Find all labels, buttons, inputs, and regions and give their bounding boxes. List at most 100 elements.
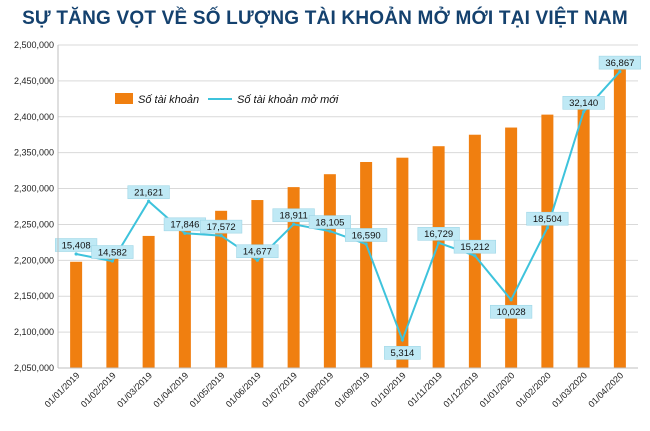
data-label: 14,582 <box>98 247 127 258</box>
x-tick-label: 01/10/2019 <box>369 370 408 409</box>
data-label: 17,572 <box>207 222 236 233</box>
data-label-box <box>417 227 460 241</box>
data-label-box <box>453 239 496 254</box>
y-tick-label: 2,250,000 <box>14 219 54 229</box>
data-label-box <box>345 228 388 242</box>
data-label: 32,140 <box>569 98 598 109</box>
y-tick-label: 2,050,000 <box>14 363 54 373</box>
bar <box>287 187 300 368</box>
bar <box>70 261 83 368</box>
data-label: 5,314 <box>390 348 414 359</box>
data-label-box <box>272 208 315 223</box>
data-label: 16,729 <box>424 229 453 240</box>
line-point <box>74 252 78 256</box>
data-label-box <box>236 244 279 259</box>
legend-bar-label: Số tài khoản <box>138 94 199 106</box>
x-tick-label: 01/04/2019 <box>151 370 190 409</box>
bar <box>323 174 336 368</box>
data-label: 15,212 <box>460 242 489 253</box>
x-tick-label: 01/03/2020 <box>550 370 589 409</box>
line-point <box>183 231 187 235</box>
line-point <box>255 258 259 262</box>
data-label: 17,846 <box>170 220 199 231</box>
legend-line-label: Số tài khoản mở mới <box>237 94 339 106</box>
x-tick-label: 01/01/2019 <box>43 370 82 409</box>
data-label: 18,504 <box>533 214 562 225</box>
data-label: 14,677 <box>243 247 272 258</box>
y-tick-label: 2,350,000 <box>14 148 54 158</box>
bar <box>360 161 373 368</box>
data-label-box <box>55 238 98 252</box>
y-tick-label: 2,500,000 <box>14 40 54 50</box>
data-label-box <box>562 96 605 110</box>
x-tick-label: 01/01/2020 <box>478 370 517 409</box>
x-tick-label: 01/02/2019 <box>79 370 118 409</box>
x-tick-label: 01/03/2019 <box>115 370 154 409</box>
bar <box>577 102 590 368</box>
line-point <box>582 110 586 114</box>
y-axis: 2,050,000 2,100,000 2,150,000 2,200,000 2,25… <box>14 40 638 373</box>
data-label-box <box>384 346 421 360</box>
x-tick-label: 01/05/2019 <box>188 370 227 409</box>
line-point <box>618 70 622 74</box>
data-label-box <box>308 215 351 229</box>
line-point <box>147 199 151 203</box>
data-label-box <box>91 245 134 259</box>
y-tick-label: 2,300,000 <box>14 184 54 194</box>
data-label: 15,408 <box>62 240 91 251</box>
legend-bar-swatch <box>115 93 133 104</box>
x-tick-label: 01/09/2019 <box>333 370 372 409</box>
data-label: 21,621 <box>134 188 163 199</box>
y-tick-label: 2,150,000 <box>14 291 54 301</box>
data-label-box <box>200 219 243 234</box>
y-tick-label: 2,450,000 <box>14 76 54 86</box>
x-tick-label: 01/11/2019 <box>406 370 444 408</box>
x-tick-label: 01/12/2019 <box>441 370 480 409</box>
data-label: 18,105 <box>315 218 344 229</box>
x-axis: 01/01/201901/02/201901/03/201901/04/2019… <box>43 370 626 409</box>
data-label: 36,867 <box>605 58 634 69</box>
line-point <box>545 226 549 230</box>
bar <box>142 235 155 368</box>
line-series <box>74 70 622 343</box>
bar-series <box>70 67 626 369</box>
x-tick-label: 01/08/2019 <box>296 370 335 409</box>
x-tick-label: 01/07/2019 <box>260 370 299 409</box>
bar <box>178 223 191 368</box>
line-point <box>400 338 404 342</box>
bar <box>106 251 119 368</box>
y-tick-label: 2,200,000 <box>14 255 54 265</box>
data-labels: 15,408 14,582 21,621 17,846 17,572 14,677 18,9… <box>55 55 641 360</box>
data-label: 18,911 <box>279 211 307 222</box>
x-tick-label: 01/04/2020 <box>586 370 625 409</box>
data-label-box <box>526 211 569 226</box>
data-label-box <box>490 304 533 319</box>
bar <box>432 146 445 368</box>
x-tick-label: 01/02/2020 <box>514 370 553 409</box>
data-label-box <box>127 185 170 200</box>
bar <box>251 200 264 368</box>
line-point <box>292 222 296 226</box>
legend: Số tài khoản Số tài khoản mở mới <box>115 93 339 106</box>
x-tick-label: 01/06/2019 <box>224 370 263 409</box>
line-point <box>509 298 513 302</box>
bar <box>613 67 626 369</box>
series-line <box>75 70 621 343</box>
bar <box>541 114 554 368</box>
data-label: 16,590 <box>352 230 381 241</box>
chart-title: SỰ TĂNG VỌT VỀ SỐ LƯỢNG TÀI KHOẢN MỞ MỚI… <box>22 8 628 29</box>
bar <box>215 210 228 368</box>
data-label-box <box>598 55 641 70</box>
y-tick-label: 2,100,000 <box>14 327 54 337</box>
y-tick-label: 2,400,000 <box>14 112 54 122</box>
line-point <box>328 229 332 233</box>
line-point <box>364 242 368 246</box>
bar <box>396 157 409 368</box>
data-label: 10,028 <box>497 307 526 318</box>
line-point <box>437 241 441 245</box>
line-point <box>110 259 114 263</box>
line-point <box>219 234 223 238</box>
line-point <box>473 254 477 258</box>
